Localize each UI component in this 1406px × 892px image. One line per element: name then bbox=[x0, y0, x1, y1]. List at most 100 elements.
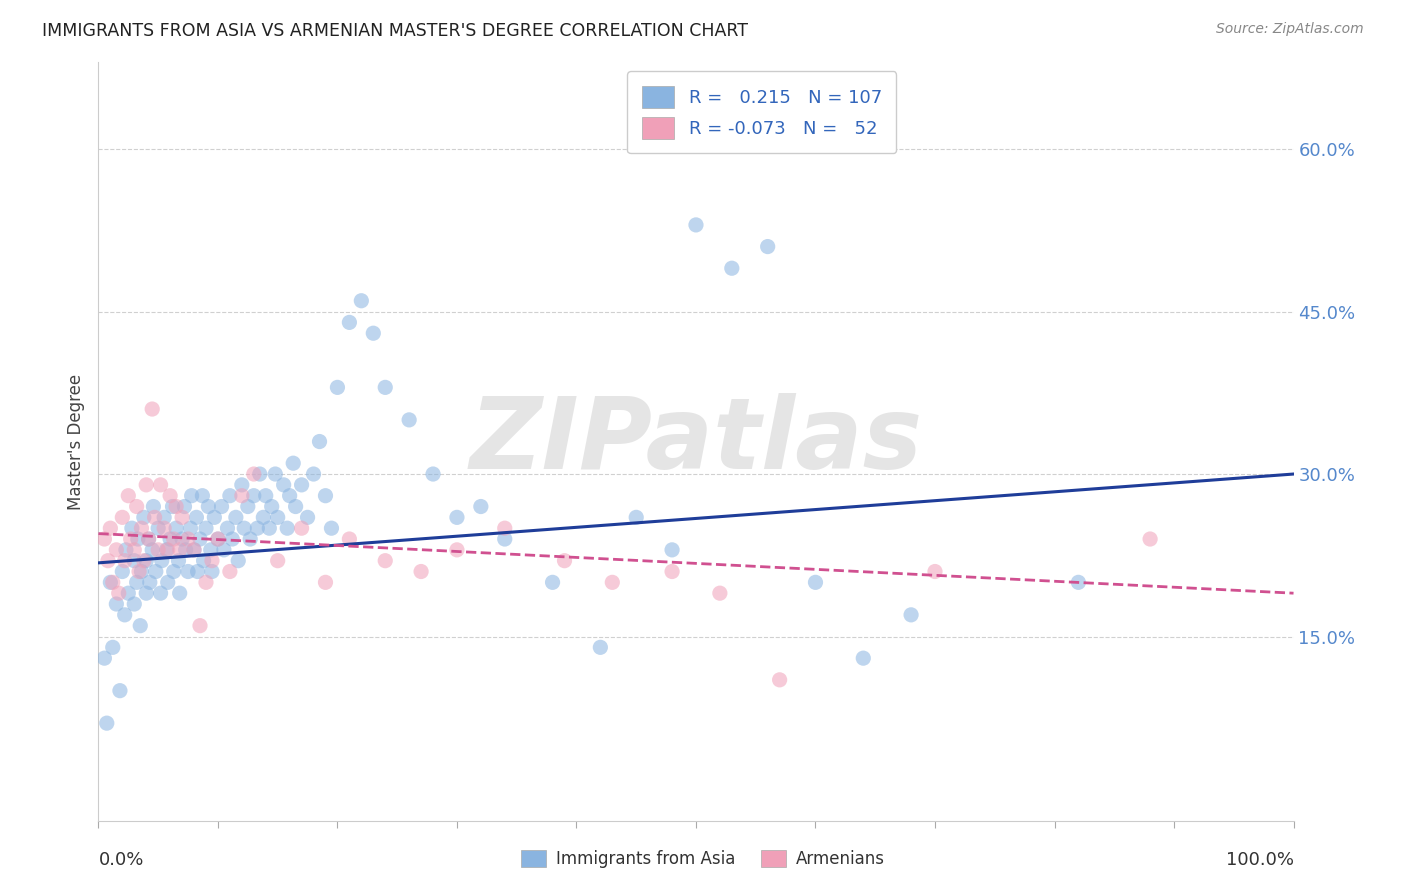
Point bbox=[219, 565, 242, 579]
Point bbox=[98, 575, 122, 590]
Point bbox=[207, 532, 229, 546]
Point bbox=[226, 554, 249, 568]
Point bbox=[135, 586, 157, 600]
Point bbox=[297, 510, 319, 524]
Point bbox=[446, 542, 468, 557]
Point bbox=[195, 575, 218, 590]
Point bbox=[111, 510, 134, 524]
Point bbox=[150, 554, 173, 568]
Point bbox=[148, 542, 170, 557]
Point bbox=[276, 521, 298, 535]
Point bbox=[172, 510, 194, 524]
Point bbox=[193, 554, 215, 568]
Point bbox=[315, 489, 337, 503]
Point bbox=[207, 532, 229, 546]
Point bbox=[212, 542, 235, 557]
Point bbox=[179, 521, 201, 535]
Point bbox=[249, 467, 271, 481]
Point bbox=[159, 532, 181, 546]
Point bbox=[219, 489, 242, 503]
Point bbox=[267, 510, 290, 524]
Point bbox=[1067, 575, 1090, 590]
Point bbox=[308, 434, 330, 449]
Point bbox=[105, 597, 128, 611]
Text: Source: ZipAtlas.com: Source: ZipAtlas.com bbox=[1216, 22, 1364, 37]
Point bbox=[217, 521, 239, 535]
Point bbox=[188, 618, 211, 632]
Point bbox=[852, 651, 875, 665]
Point bbox=[267, 554, 290, 568]
Point bbox=[145, 565, 167, 579]
Point bbox=[114, 554, 136, 568]
Point bbox=[278, 489, 301, 503]
Point bbox=[177, 532, 200, 546]
Point bbox=[108, 683, 131, 698]
Point bbox=[180, 489, 202, 503]
Point bbox=[187, 565, 209, 579]
Point bbox=[374, 554, 396, 568]
Point bbox=[107, 586, 129, 600]
Text: 0.0%: 0.0% bbox=[98, 851, 143, 869]
Point bbox=[315, 575, 337, 590]
Point bbox=[142, 500, 165, 514]
Point bbox=[541, 575, 564, 590]
Point bbox=[254, 489, 277, 503]
Point bbox=[191, 489, 214, 503]
Point bbox=[132, 510, 155, 524]
Point bbox=[105, 542, 128, 557]
Point bbox=[1139, 532, 1161, 546]
Point bbox=[589, 640, 612, 655]
Point bbox=[115, 542, 138, 557]
Point bbox=[153, 521, 176, 535]
Point bbox=[163, 565, 186, 579]
Point bbox=[264, 467, 287, 481]
Point bbox=[173, 500, 195, 514]
Point bbox=[661, 565, 683, 579]
Point bbox=[283, 456, 305, 470]
Point bbox=[195, 521, 218, 535]
Point bbox=[125, 500, 148, 514]
Point bbox=[554, 554, 576, 568]
Point bbox=[291, 478, 314, 492]
Point bbox=[202, 510, 225, 524]
Point bbox=[177, 565, 200, 579]
Point bbox=[231, 478, 253, 492]
Point bbox=[155, 542, 177, 557]
Point bbox=[201, 565, 224, 579]
Point bbox=[900, 607, 922, 622]
Point bbox=[127, 532, 149, 546]
Point bbox=[101, 575, 124, 590]
Point bbox=[721, 261, 744, 276]
Point bbox=[124, 542, 146, 557]
Point bbox=[159, 489, 181, 503]
Text: ZIPatlas: ZIPatlas bbox=[470, 393, 922, 490]
Point bbox=[339, 532, 361, 546]
Text: IMMIGRANTS FROM ASIA VS ARMENIAN MASTER'S DEGREE CORRELATION CHART: IMMIGRANTS FROM ASIA VS ARMENIAN MASTER'… bbox=[42, 22, 748, 40]
Point bbox=[165, 521, 187, 535]
Point bbox=[153, 510, 176, 524]
Point bbox=[174, 542, 197, 557]
Point bbox=[128, 565, 150, 579]
Point bbox=[374, 380, 396, 394]
Point bbox=[162, 500, 184, 514]
Point bbox=[167, 554, 190, 568]
Point bbox=[284, 500, 307, 514]
Point bbox=[149, 586, 172, 600]
Point bbox=[756, 239, 779, 253]
Point bbox=[135, 554, 157, 568]
Point bbox=[685, 218, 707, 232]
Point bbox=[494, 521, 516, 535]
Point bbox=[768, 673, 790, 687]
Point bbox=[169, 586, 191, 600]
Point bbox=[149, 478, 172, 492]
Point bbox=[132, 554, 155, 568]
Point bbox=[260, 500, 283, 514]
Point bbox=[124, 597, 146, 611]
Point bbox=[494, 532, 516, 546]
Point bbox=[363, 326, 385, 341]
Point bbox=[141, 402, 163, 417]
Point bbox=[139, 575, 162, 590]
Legend: R =   0.215   N = 107, R = -0.073   N =   52: R = 0.215 N = 107, R = -0.073 N = 52 bbox=[627, 71, 896, 153]
Point bbox=[326, 380, 349, 394]
Point bbox=[243, 489, 266, 503]
